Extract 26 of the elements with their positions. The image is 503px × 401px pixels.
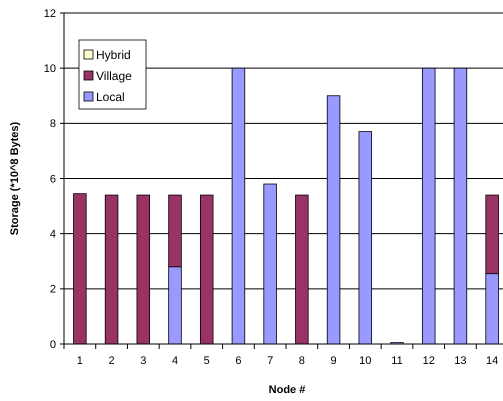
x-tick-label: 8 <box>298 355 305 367</box>
y-tick-label: 6 <box>50 173 56 186</box>
legend-label: Village <box>96 69 132 83</box>
x-tick-label: 13 <box>454 355 467 367</box>
y-tick-label: 2 <box>50 284 56 296</box>
x-tick-label: 9 <box>330 355 337 367</box>
y-tick-label: 8 <box>50 118 56 130</box>
x-tick-label: 7 <box>267 355 274 367</box>
y-tick-label: 0 <box>50 338 56 351</box>
x-tick-label: 10 <box>359 355 372 367</box>
x-tick-label: 4 <box>172 355 178 367</box>
y-axis-title: Storage (*10^8 Bytes) <box>9 121 21 236</box>
y-tick-label: 10 <box>44 63 56 76</box>
x-tick-label: 14 <box>486 355 498 367</box>
x-axis-title: Node # <box>268 384 306 396</box>
x-tick-label: 2 <box>108 355 115 367</box>
x-tick-label: 12 <box>422 355 435 367</box>
x-tick-label: 6 <box>235 355 242 367</box>
y-tick-label: 4 <box>50 228 56 241</box>
x-tick-label: 1 <box>76 355 83 367</box>
x-tick-label: 5 <box>204 355 210 367</box>
x-tick-label: 3 <box>140 355 146 367</box>
legend-label: Local <box>96 90 125 104</box>
y-tick-label: 12 <box>44 8 56 20</box>
legend-label: Hybrid <box>96 48 131 62</box>
x-tick-label: 11 <box>391 355 403 367</box>
